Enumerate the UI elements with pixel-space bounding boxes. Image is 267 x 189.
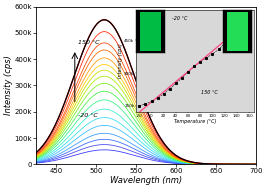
X-axis label: Wavelength (nm): Wavelength (nm)	[110, 176, 182, 185]
Text: -20 °C: -20 °C	[78, 113, 98, 118]
Text: 150 °C: 150 °C	[78, 40, 100, 46]
Y-axis label: Intensity (cps): Intensity (cps)	[4, 56, 13, 115]
